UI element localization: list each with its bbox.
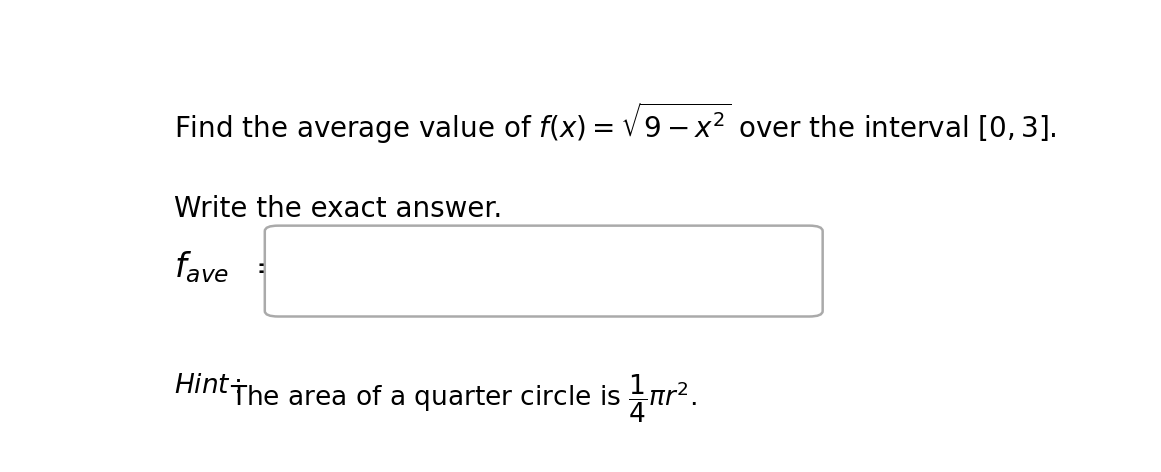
Text: $=$: $=$	[248, 251, 281, 284]
Text: $\mathit{Hint}$$\mathit{:}$: $\mathit{Hint}$$\mathit{:}$	[174, 373, 241, 399]
Text: The area of a quarter circle is $\dfrac{1}{4}\pi r^2$.: The area of a quarter circle is $\dfrac{…	[230, 373, 697, 425]
FancyBboxPatch shape	[265, 226, 823, 317]
Text: Find the average value of $f(x) = \sqrt{9 - x^2}$ over the interval $[0, 3]$.: Find the average value of $f(x) = \sqrt{…	[174, 100, 1057, 146]
Text: Write the exact answer.: Write the exact answer.	[174, 195, 503, 223]
Text: $f_{\mathregular{ave}}$: $f_{\mathregular{ave}}$	[174, 250, 229, 285]
